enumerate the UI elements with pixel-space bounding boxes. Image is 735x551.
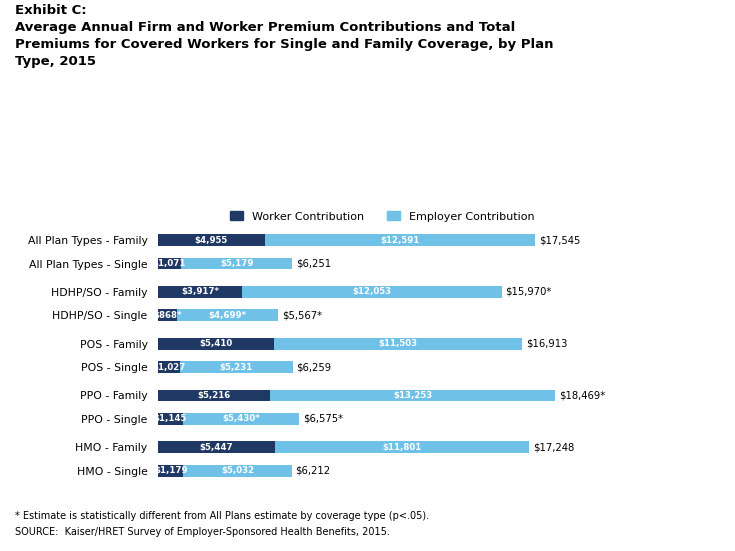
Text: $1,179: $1,179 — [154, 466, 187, 476]
Text: $6,575*: $6,575* — [304, 414, 343, 424]
Bar — [158, 413, 183, 425]
Text: $5,447: $5,447 — [200, 442, 234, 452]
Text: THE HENRY J.: THE HENRY J. — [653, 500, 689, 505]
Bar — [158, 234, 265, 246]
Bar — [158, 465, 184, 477]
Bar — [158, 390, 270, 401]
Text: KAISER: KAISER — [650, 508, 692, 518]
Bar — [158, 286, 243, 298]
Text: Type, 2015: Type, 2015 — [15, 55, 96, 68]
Text: $5,216: $5,216 — [198, 391, 231, 400]
Text: $1,071: $1,071 — [153, 259, 186, 268]
Bar — [158, 258, 181, 269]
Bar — [158, 338, 274, 349]
Text: $5,567*: $5,567* — [282, 310, 322, 320]
Text: $4,955: $4,955 — [195, 235, 228, 245]
Bar — [183, 413, 299, 425]
Text: $5,179: $5,179 — [220, 259, 254, 268]
Text: $15,970*: $15,970* — [506, 287, 552, 297]
Bar — [270, 390, 556, 401]
Text: $16,913: $16,913 — [526, 339, 567, 349]
Text: $5,231: $5,231 — [220, 363, 253, 372]
Legend: Worker Contribution, Employer Contribution: Worker Contribution, Employer Contributi… — [226, 207, 539, 226]
Text: $1,145: $1,145 — [154, 414, 187, 424]
Text: $5,032: $5,032 — [221, 466, 254, 476]
Text: Average Annual Firm and Worker Premium Contributions and Total: Average Annual Firm and Worker Premium C… — [15, 21, 515, 34]
Text: $5,430*: $5,430* — [222, 414, 260, 424]
Bar — [158, 361, 180, 373]
Text: SOURCE:  Kaiser/HRET Survey of Employer-Sponsored Health Benefits, 2015.: SOURCE: Kaiser/HRET Survey of Employer-S… — [15, 527, 390, 537]
Bar — [184, 465, 292, 477]
Text: $17,545: $17,545 — [539, 235, 581, 245]
Text: $1,027: $1,027 — [152, 363, 186, 372]
Text: $5,410: $5,410 — [200, 339, 233, 348]
Text: * Estimate is statistically different from All Plans estimate by coverage type (: * Estimate is statistically different fr… — [15, 511, 429, 521]
Bar — [176, 310, 278, 321]
Text: $12,053: $12,053 — [352, 287, 392, 296]
Text: Exhibit C:: Exhibit C: — [15, 4, 86, 17]
Text: $12,591: $12,591 — [381, 235, 420, 245]
Bar — [265, 234, 536, 246]
Text: $11,503: $11,503 — [379, 339, 417, 348]
Bar — [275, 441, 529, 453]
Text: FAMILY: FAMILY — [650, 518, 691, 528]
Text: FOUNDATION: FOUNDATION — [653, 531, 689, 536]
Bar — [243, 286, 501, 298]
Text: $3,917*: $3,917* — [181, 287, 219, 296]
Bar — [181, 258, 293, 269]
Bar — [158, 310, 176, 321]
Bar — [158, 441, 275, 453]
Text: $13,253: $13,253 — [393, 391, 432, 400]
Text: $18,469*: $18,469* — [559, 391, 606, 401]
Bar — [274, 338, 522, 349]
Text: $6,251: $6,251 — [296, 258, 331, 268]
Text: $11,801: $11,801 — [382, 442, 422, 452]
Text: $868*: $868* — [153, 311, 182, 320]
Text: $4,699*: $4,699* — [208, 311, 246, 320]
Text: $6,212: $6,212 — [295, 466, 331, 476]
Text: Premiums for Covered Workers for Single and Family Coverage, by Plan: Premiums for Covered Workers for Single … — [15, 38, 553, 51]
Text: $17,248: $17,248 — [533, 442, 574, 452]
Text: $6,259: $6,259 — [296, 362, 331, 372]
Bar — [180, 361, 293, 373]
